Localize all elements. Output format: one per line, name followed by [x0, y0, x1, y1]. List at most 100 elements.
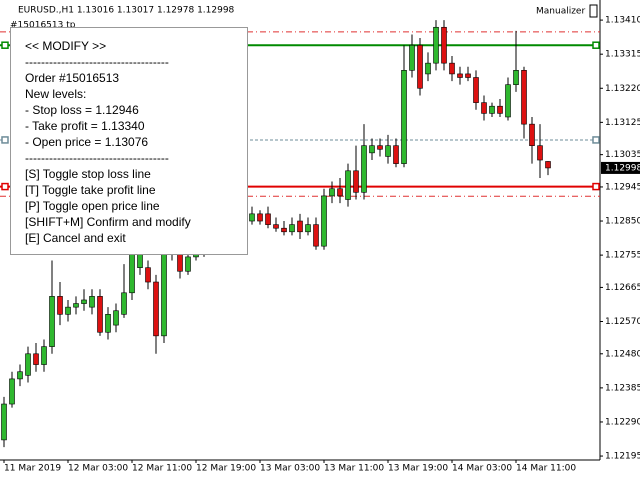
candle-body	[81, 299, 87, 304]
candle-body	[537, 145, 543, 161]
panel-line: << MODIFY >>	[25, 39, 107, 53]
candle-body	[409, 44, 415, 71]
candle-body	[281, 227, 287, 233]
candle-body	[273, 224, 279, 229]
candle-body	[113, 310, 119, 326]
candle-body	[425, 62, 431, 75]
level-handle	[592, 136, 600, 144]
x-tick-label: 12 Mar 11:00	[132, 464, 192, 474]
panel-line: - Open price = 1.13076	[25, 135, 149, 149]
candle-body	[249, 213, 255, 222]
candle-body	[297, 220, 303, 233]
x-tick-label: 11 Mar 2019	[4, 464, 61, 474]
candle-body	[9, 378, 15, 405]
candle-body	[177, 253, 183, 272]
candle-body	[105, 314, 111, 333]
x-tick-label: 12 Mar 03:00	[68, 464, 128, 474]
candle-body	[497, 105, 503, 114]
current-price-label: 1.12998	[605, 163, 640, 173]
candle-body	[545, 161, 551, 169]
candle-body	[97, 296, 103, 333]
y-tick-label: 1.12195	[605, 452, 640, 462]
candle-body	[73, 303, 79, 308]
candle-body	[401, 70, 407, 164]
candle-body	[289, 224, 295, 233]
candle-body	[329, 188, 335, 197]
candle-body	[1, 403, 7, 441]
modify-panel: << MODIFY >> ----------------------------…	[10, 27, 248, 255]
y-tick-label: 1.13035	[605, 150, 640, 160]
y-tick-label: 1.12945	[605, 182, 640, 192]
candle-body	[153, 281, 159, 337]
level-handle	[1, 182, 9, 191]
panel-line: - Stop loss = 1.12946	[25, 103, 139, 117]
candle-body	[441, 26, 447, 64]
current-price-box	[601, 161, 640, 174]
y-tick-label: 1.13125	[605, 118, 640, 128]
candle-body	[529, 123, 535, 146]
x-tick-label: 14 Mar 03:00	[452, 464, 512, 474]
candle-body	[25, 353, 31, 376]
candle-body	[521, 70, 527, 125]
y-tick-label: 1.12850	[605, 217, 640, 227]
candle-body	[121, 292, 127, 315]
candle-body	[33, 353, 39, 365]
candle-body	[473, 77, 479, 103]
candle-body	[321, 195, 327, 247]
candle-body	[393, 145, 399, 164]
indicator-icon	[589, 4, 598, 18]
level-handle	[592, 41, 600, 49]
candle-body	[265, 213, 271, 225]
y-tick-label: 1.12755	[605, 251, 640, 261]
y-tick-label: 1.13220	[605, 84, 640, 94]
candle-body	[417, 44, 423, 89]
candle-body	[17, 371, 23, 380]
candle-body	[457, 73, 463, 78]
y-tick-label: 1.12290	[605, 417, 640, 427]
panel-line: [S] Toggle stop loss line	[25, 167, 151, 181]
candle-body	[465, 73, 471, 78]
y-tick-label: 1.12480	[605, 349, 640, 359]
candle-body	[377, 145, 383, 150]
candle-body	[57, 296, 63, 315]
panel-line: ------------------------------------	[25, 151, 169, 165]
x-tick-label: 13 Mar 19:00	[388, 464, 448, 474]
candle-body	[489, 105, 495, 114]
level-handle	[1, 136, 9, 144]
y-tick-label: 1.13410	[605, 16, 640, 26]
x-tick-label: 12 Mar 19:00	[196, 464, 256, 474]
panel-line: [SHIFT+M] Confirm and modify	[25, 215, 191, 229]
y-tick-label: 1.12665	[605, 283, 640, 293]
level-handle	[1, 41, 9, 49]
candle-body	[345, 170, 351, 200]
candle-body	[145, 267, 151, 283]
candle-body	[305, 224, 311, 233]
candle-body	[385, 145, 391, 157]
candle-body	[185, 256, 191, 272]
candle-body	[337, 188, 343, 197]
panel-line: [E] Cancel and exit	[25, 231, 126, 245]
indicator-name: Manualizer	[536, 7, 585, 17]
candle-body	[449, 62, 455, 75]
order-tag: #15016513 tp	[10, 21, 76, 31]
panel-line: [T] Toggle take profit line	[25, 183, 156, 197]
x-tick-label: 14 Mar 11:00	[516, 464, 576, 474]
candle-body	[313, 224, 319, 247]
panel-line: [P] Toggle open price line	[25, 199, 160, 213]
symbol-line: EURUSD.,H1 1.13016 1.13017 1.12978 1.129…	[18, 6, 235, 16]
candle-body	[89, 296, 95, 308]
candle-body	[65, 306, 71, 315]
candle-body	[361, 145, 367, 193]
panel-line: ------------------------------------	[25, 55, 169, 69]
level-handle	[592, 182, 600, 191]
candle-body	[481, 102, 487, 114]
candle-body	[513, 70, 519, 85]
x-tick-label: 13 Mar 11:00	[324, 464, 384, 474]
y-tick-label: 1.13315	[605, 50, 640, 60]
candle-body	[257, 213, 263, 222]
candle-body	[41, 346, 47, 365]
candle-body	[433, 26, 439, 64]
x-tick-label: 13 Mar 03:00	[260, 464, 320, 474]
candle-body	[353, 170, 359, 193]
